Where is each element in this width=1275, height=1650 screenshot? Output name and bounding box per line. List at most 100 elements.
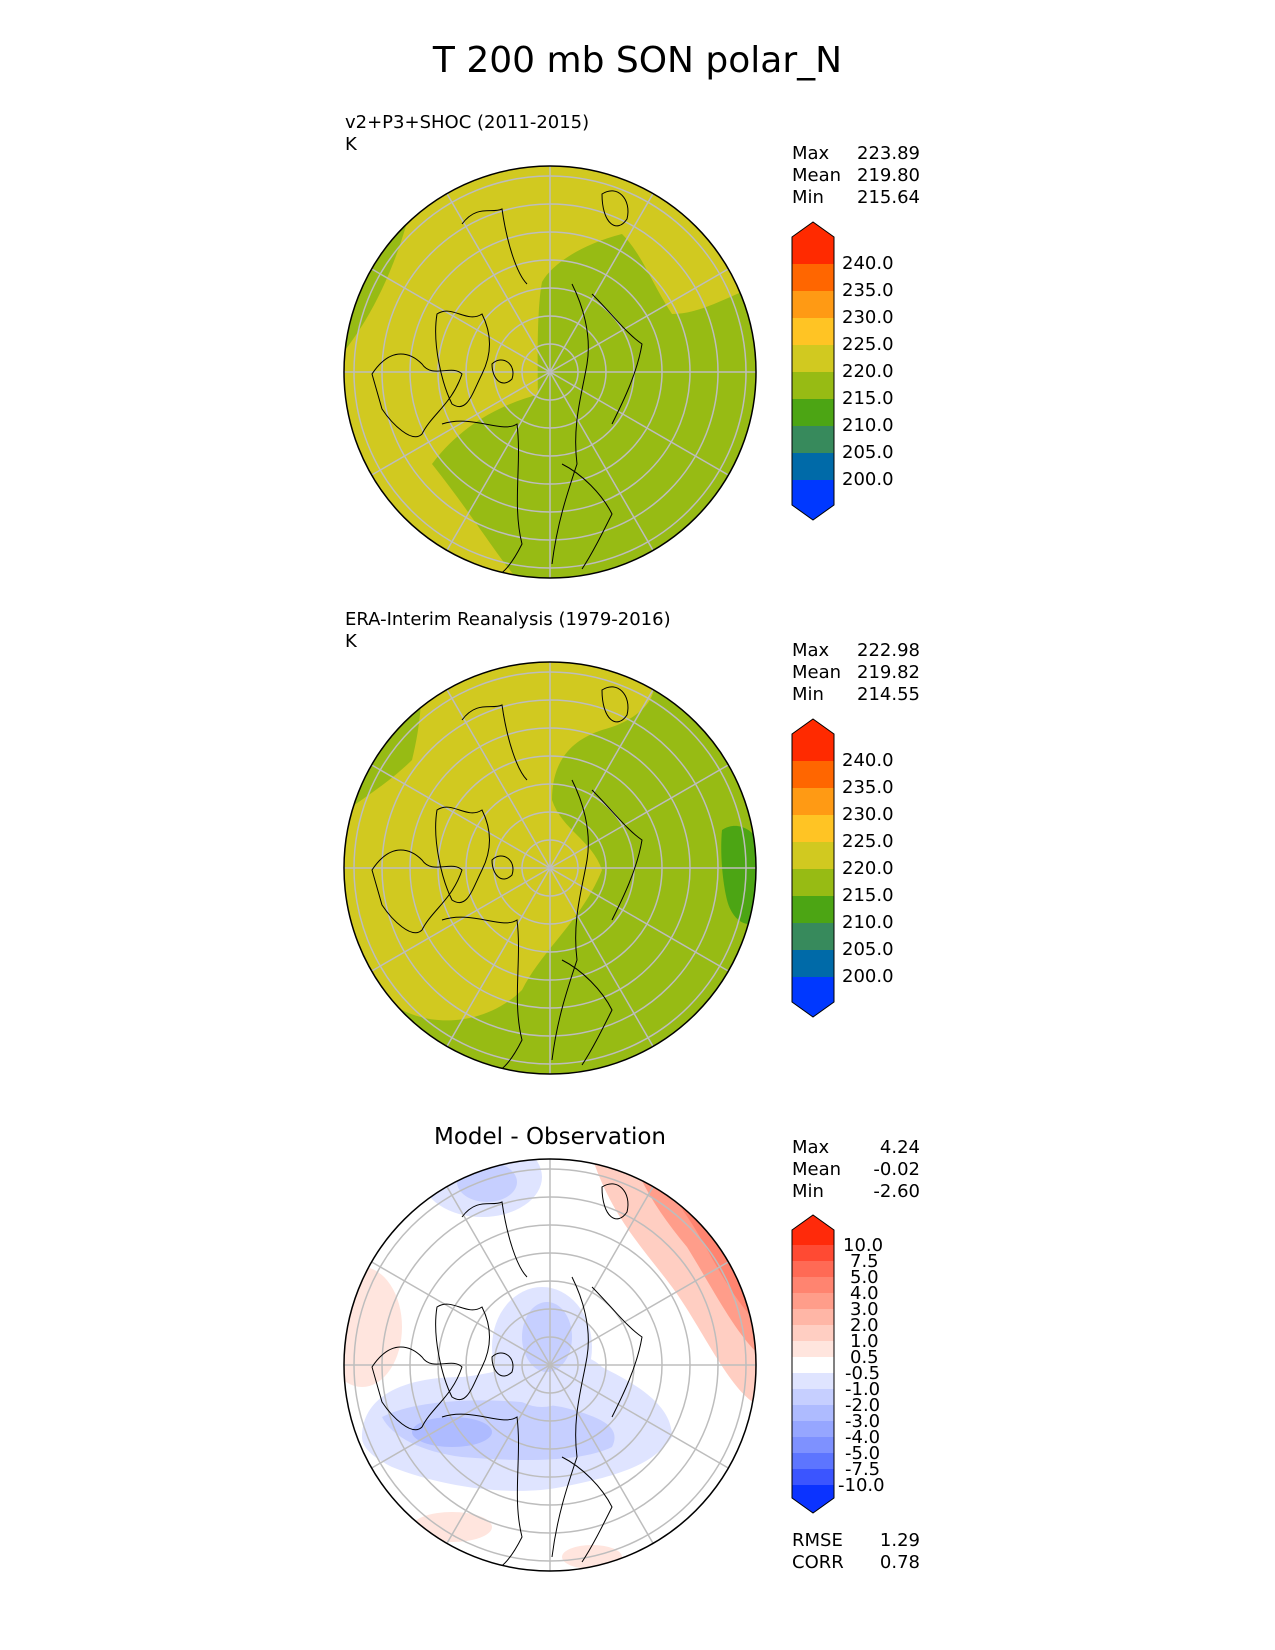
figure-title: T 200 mb SON polar_N (432, 40, 843, 81)
cb-ext-top (792, 222, 834, 264)
cb1-tick: 230.0 (842, 307, 894, 328)
panel-1-map (343, 165, 757, 579)
cb-ext-top (792, 719, 834, 761)
cb-bin (792, 1293, 834, 1309)
cb-bin (792, 291, 834, 318)
cb-bin (792, 815, 834, 842)
cb1-tick: 225.0 (842, 334, 894, 355)
panel-3-stats: Max 4.24 Mean -0.02 Min -2.60 (792, 1137, 920, 1203)
cb-ext-bottom (792, 480, 834, 520)
cb1-tick: 220.0 (842, 361, 894, 382)
cb-bin (792, 842, 834, 869)
cb-bin (792, 345, 834, 372)
cb3-tick: -0.5 (845, 1363, 881, 1384)
coastlines (371, 1183, 643, 1571)
cb-bin (792, 1309, 834, 1325)
metric-rmse-row: RMSE 1.29 (792, 1530, 920, 1551)
cb-bin (792, 1437, 834, 1453)
cb-bin (792, 453, 834, 480)
panel-3-metrics: RMSE 1.29 CORR 0.78 (792, 1530, 920, 1574)
panel-1-stats: Max 223.89 Mean 219.80 Min 215.64 (792, 143, 920, 209)
panel-1-title: v2+P3+SHOC (2011-2015) K (345, 112, 589, 156)
cb-bin (792, 1325, 834, 1341)
cb-bin (792, 788, 834, 815)
panel-3-title: Model - Observation (433, 1124, 667, 1150)
graticule (344, 662, 756, 1074)
panel-2-stats: Max 222.98 Mean 219.82 Min 214.55 (792, 640, 920, 706)
field-215-220-east (537, 231, 756, 578)
cb3-tick: 10.0 (843, 1235, 884, 1256)
cb-bin (792, 1373, 834, 1389)
cb3-tick: 7.5 (850, 1251, 879, 1272)
cb3-tick: 5.0 (850, 1267, 879, 1288)
cb3-tick: -3.0 (845, 1411, 881, 1432)
cb1-tick: 205.0 (842, 442, 894, 463)
cb2-tick: 220.0 (842, 858, 894, 879)
cb-ext-bottom (792, 977, 834, 1017)
coastlines (371, 686, 643, 1074)
cb-ext-top (792, 1215, 834, 1245)
cb-bin (792, 896, 834, 923)
cb3-tick: 1.0 (850, 1331, 879, 1352)
panel-2-map (343, 661, 757, 1075)
cb-ext-bottom (792, 1485, 834, 1513)
stat-mean-row: Mean -0.02 (792, 1159, 920, 1180)
map-boundary (343, 165, 757, 579)
stat-min-row: Min 214.55 (792, 684, 920, 705)
panel-1-units: K (345, 134, 357, 155)
stat-mean-row: Mean 219.82 (792, 662, 920, 683)
stat-mean-row: Mean 219.80 (792, 165, 920, 186)
cb-bin (792, 1357, 834, 1373)
panel-1-colorbar (791, 221, 835, 521)
stat-max-row: Max 223.89 (792, 143, 920, 164)
stat-min-row: Min -2.60 (792, 1181, 920, 1202)
cb2-tick: 210.0 (842, 912, 894, 933)
cb1-tick: 200.0 (842, 469, 894, 490)
graticule (344, 1159, 756, 1571)
field-220-225 (344, 662, 655, 1021)
cb-bin (792, 1453, 834, 1469)
cb-bin (792, 923, 834, 950)
cb2-tick: 200.0 (842, 966, 894, 987)
panel-2-colorbar (791, 718, 835, 1018)
cb1-tick: 215.0 (842, 388, 894, 409)
stat-max-row: Max 222.98 (792, 640, 920, 661)
cb2-tick: 205.0 (842, 939, 894, 960)
panel-3-colorbar (791, 1214, 835, 1514)
cb2-tick: 235.0 (842, 777, 894, 798)
cb3-tick: 2.0 (850, 1315, 879, 1336)
cb-bin (792, 1421, 834, 1437)
cb-bin (792, 1389, 834, 1405)
diff-blob (344, 1267, 402, 1387)
map-boundary (343, 1158, 757, 1572)
panel-1-title-line1: v2+P3+SHOC (2011-2015) (345, 112, 590, 133)
cb-bin (792, 318, 834, 345)
cb3-tick: -5.0 (845, 1443, 881, 1464)
cb3-tick: 4.0 (850, 1283, 879, 1304)
cb1-tick: 240.0 (842, 253, 894, 274)
panel-2-title-line1: ERA-Interim Reanalysis (1979-2016) (345, 609, 671, 630)
field-210-215 (721, 825, 756, 924)
cb3-tick: -1.0 (845, 1379, 881, 1400)
stat-max-row: Max 4.24 (792, 1137, 920, 1158)
cb-bin (792, 264, 834, 291)
cb-bin (792, 372, 834, 399)
cb2-tick: 225.0 (842, 831, 894, 852)
cb2-tick: 240.0 (842, 750, 894, 771)
cb-bin (792, 761, 834, 788)
cb1-tick: 235.0 (842, 280, 894, 301)
cb3-tick: -2.0 (845, 1395, 881, 1416)
diff-blob (412, 1512, 492, 1542)
cb-bin (792, 1245, 834, 1261)
cb2-tick: 230.0 (842, 804, 894, 825)
cb3-tick: -7.5 (845, 1459, 881, 1480)
cb-bin (792, 399, 834, 426)
panel-3-map (343, 1158, 757, 1572)
cb3-tick: 0.5 (850, 1347, 879, 1368)
metric-corr-row: CORR 0.78 (792, 1552, 920, 1573)
panel-2-units: K (345, 631, 357, 652)
cb-bin (792, 1469, 834, 1485)
stat-min-row: Min 215.64 (792, 187, 920, 208)
panel-2-title: ERA-Interim Reanalysis (1979-2016) K (345, 609, 671, 653)
cb-bin (792, 950, 834, 977)
